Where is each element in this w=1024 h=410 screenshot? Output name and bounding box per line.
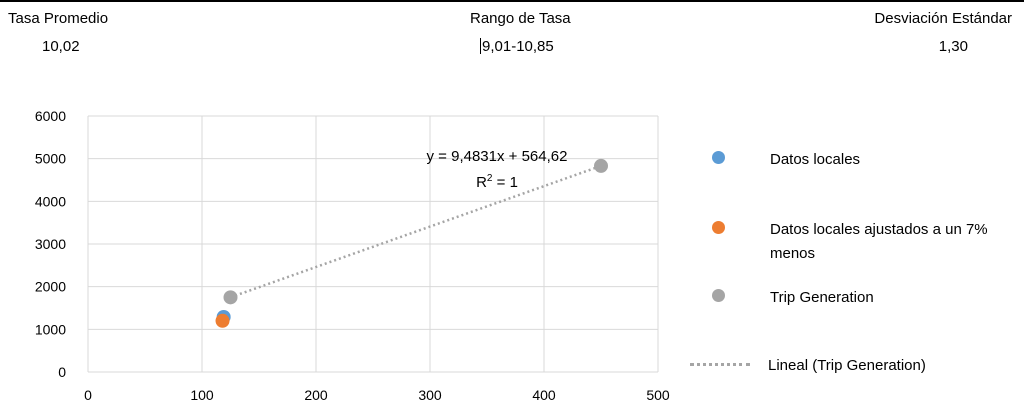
data-point-datos-locales-ajustados-a-un-7-menos — [215, 313, 230, 328]
legend-item-trip-generation: Trip Generation — [712, 286, 874, 310]
trendline-r2: R2 = 1 — [476, 173, 518, 191]
top-border — [0, 0, 1024, 2]
x-tick-label: 0 — [84, 387, 92, 403]
x-tick-label: 200 — [304, 387, 328, 403]
legend-marker-trip-generation — [712, 289, 725, 302]
y-tick-label: 1000 — [35, 321, 66, 337]
r2-rest: = 1 — [492, 174, 517, 191]
r2-base: R — [476, 174, 487, 191]
data-points — [215, 158, 608, 328]
x-tick-label: 500 — [646, 387, 670, 403]
y-tick-label: 5000 — [35, 151, 66, 167]
legend-label-local-data: Datos locales — [770, 151, 861, 168]
legend-item-adjusted-data: Datos locales ajustados a un 7% menos — [712, 218, 1000, 266]
r2-superscript: 2 — [487, 173, 493, 184]
x-tick-label: 400 — [532, 387, 556, 403]
x-tick-label: 300 — [418, 387, 442, 403]
std-deviation-value: 1,30 — [938, 38, 968, 55]
trendline-equation-group: y = 9,4831x + 564,62 R2 = 1 — [427, 148, 568, 191]
y-tick-label: 4000 — [35, 193, 66, 209]
rate-range-block: Rango de Tasa 9,01-10,85 — [470, 10, 590, 56]
y-tick-label: 2000 — [35, 279, 66, 295]
average-rate-label: Tasa Promedio — [8, 10, 109, 27]
legend-marker-adjusted-data — [712, 221, 725, 234]
legend-item-local-data: Datos locales — [712, 148, 860, 172]
y-axis-ticks: 0 1000 2000 3000 4000 5000 6000 — [35, 108, 66, 380]
scatter-chart: 0 1000 2000 3000 4000 5000 6000 0 100 200 300 400 5… — [35, 108, 670, 403]
x-tick-label: 100 — [190, 387, 214, 403]
rate-range-value: 9,01-10,85 — [482, 38, 554, 55]
legend-label-trendline: Lineal (Trip Generation) — [768, 357, 926, 374]
x-axis-ticks: 0 100 200 300 400 500 — [84, 387, 670, 403]
legend-label-adjusted-data: Datos locales ajustados a un 7% menos — [770, 221, 988, 262]
legend-marker-trendline — [690, 363, 750, 366]
average-rate-value: 10,02 — [42, 38, 80, 55]
data-point-trip-generation — [223, 290, 238, 305]
legend-label-trip-generation: Trip Generation — [770, 289, 874, 306]
y-tick-label: 6000 — [35, 108, 66, 124]
legend-marker-local-data — [712, 151, 725, 164]
text-cursor — [480, 38, 481, 54]
rate-range-label: Rango de Tasa — [470, 10, 571, 27]
trendline-group — [230, 164, 602, 299]
std-deviation-label: Desviación Estándar — [874, 10, 1012, 27]
y-tick-label: 3000 — [35, 236, 66, 252]
trendline-equation: y = 9,4831x + 564,62 — [427, 148, 568, 165]
rate-range-value-wrap: 9,01-10,85 — [470, 38, 590, 56]
chart-gridlines — [87, 115, 659, 373]
average-rate-block: Tasa Promedio 10,02 — [8, 10, 108, 56]
std-deviation-block: Desviación Estándar 1,30 — [874, 10, 1012, 56]
legend-item-trendline: Lineal (Trip Generation) — [690, 354, 926, 378]
trendline — [230, 164, 602, 299]
data-point-trip-generation — [594, 158, 608, 173]
y-tick-label: 0 — [58, 364, 66, 380]
